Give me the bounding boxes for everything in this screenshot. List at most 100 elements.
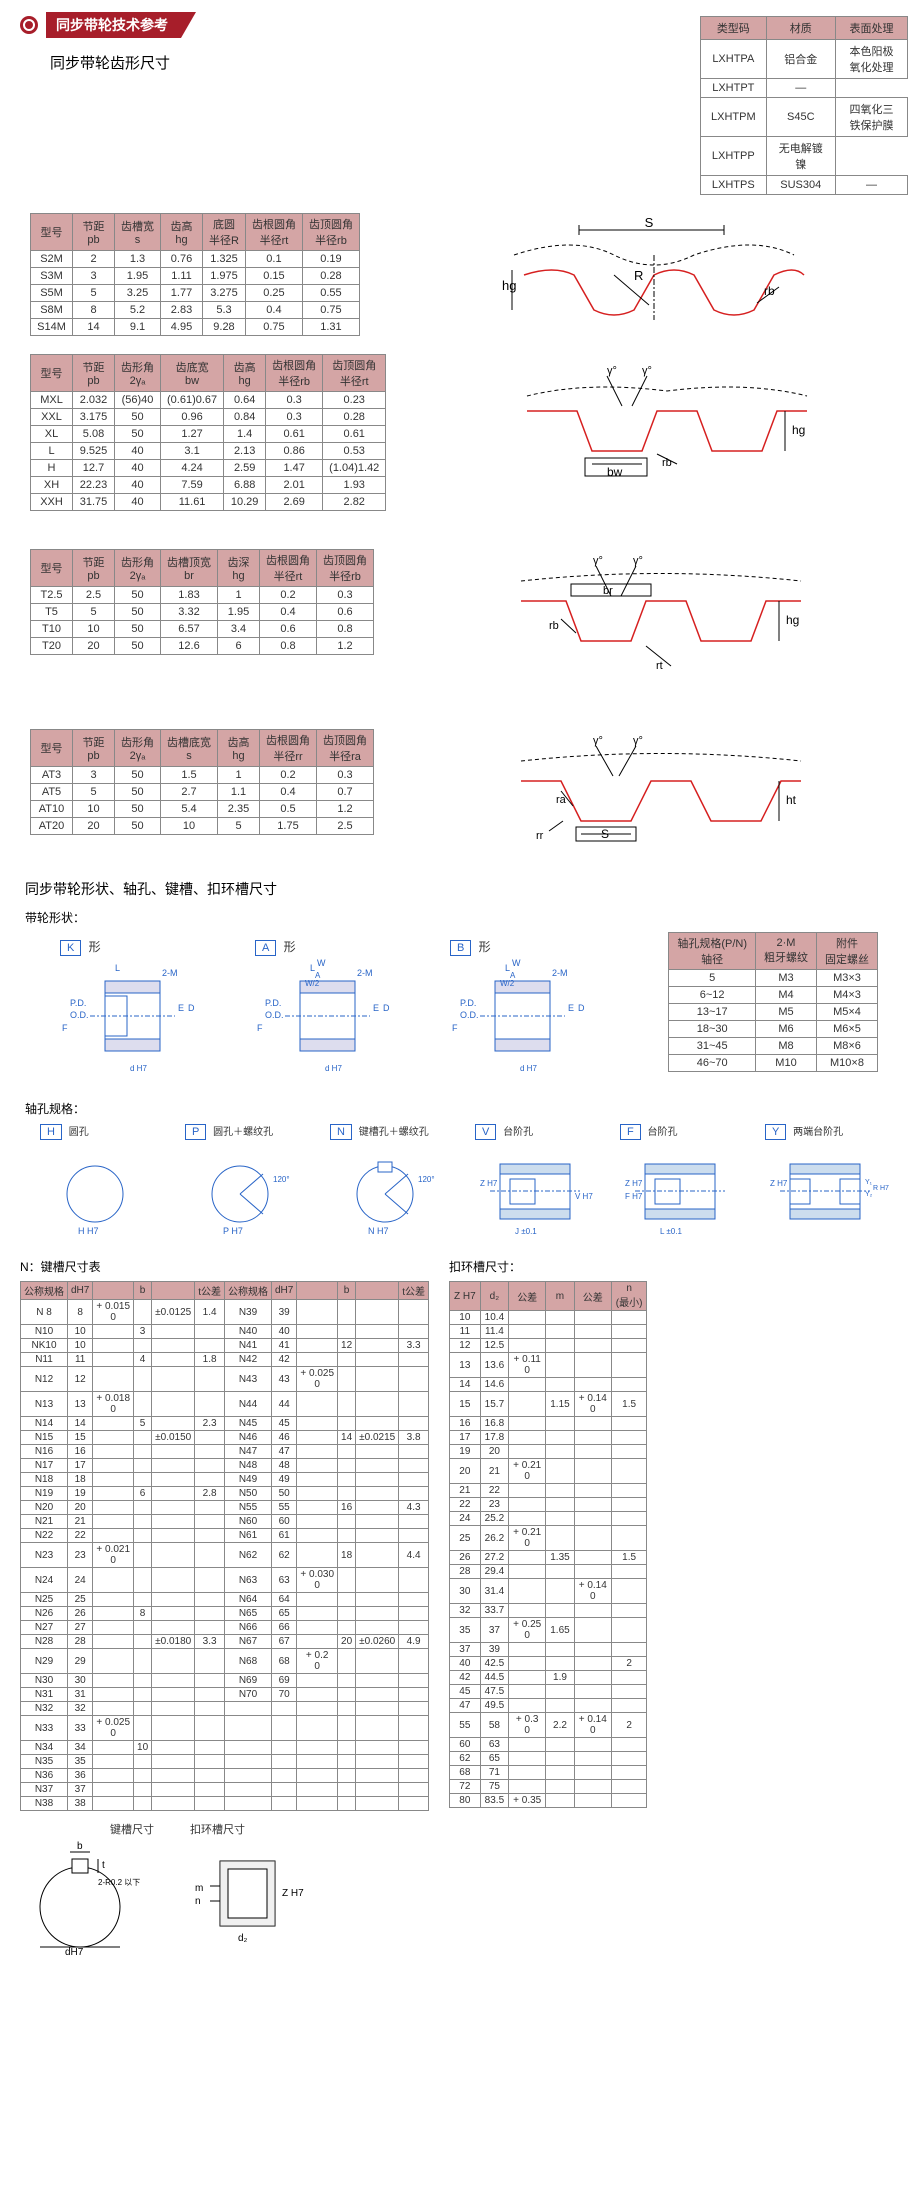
tooth-diagram-2: γ° γ° bw hg rb (426, 356, 908, 486)
table-cell: 5.2 (115, 302, 161, 319)
table-cell: 40 (115, 443, 161, 460)
table-cell: 46~70 (669, 1055, 756, 1072)
table-cell: 0.75 (302, 302, 359, 319)
shape-item: A 形 L 2-M W P.D. O.D. E D F d H7 AW/2 (255, 938, 410, 1086)
table-row: 6~12M4M4×3 (669, 987, 878, 1004)
table-cell: M8 (756, 1038, 817, 1055)
table-cell: T5 (31, 604, 73, 621)
table-cell: S14M (31, 319, 73, 336)
svg-text:N H7: N H7 (368, 1226, 389, 1236)
table-cell: 7.59 (161, 477, 224, 494)
table-cell: T20 (31, 638, 73, 655)
shape-section-label: 带轮形状： (25, 909, 908, 926)
col-header: 2·M 粗牙螺纹 (756, 933, 817, 970)
svg-text:Z H7: Z H7 (770, 1179, 788, 1188)
table-cell: 40 (115, 460, 161, 477)
table-row: 31~45M8M8×6 (669, 1038, 878, 1055)
table-row: 5M3M3×3 (669, 970, 878, 987)
table-cell: 1.47 (266, 460, 323, 477)
table-cell: 2.69 (266, 494, 323, 511)
table-cell: 11.61 (161, 494, 224, 511)
pulley-shape-diagram: L 2-M W P.D. O.D. E D F d H7 AW/2 (450, 956, 605, 1086)
diagram3-label-rb: rb (549, 620, 559, 632)
table-row: S14M149.14.959.280.751.31 (31, 319, 360, 336)
bore-section-label: 轴孔规格： (25, 1100, 908, 1117)
table-cell: (1.04)1.42 (323, 460, 386, 477)
table-row: T20205012.660.81.2 (31, 638, 374, 655)
diagram4-label-s: S (601, 827, 609, 841)
table-cell: 13~17 (669, 1004, 756, 1021)
col-header: 节距 pb (73, 730, 115, 767)
svg-text:Y₂: Y₂ (865, 1191, 873, 1198)
table-cell: 4.95 (161, 319, 203, 336)
table-cell: 0.8 (260, 638, 317, 655)
col-header: 齿形角 2γₐ (115, 355, 161, 392)
axle-table: 轴孔规格(P/N) 轴径2·M 粗牙螺纹附件 固定螺丝 5M3M3×36~12M… (668, 932, 878, 1072)
svg-text:W: W (317, 958, 326, 968)
bore-row: H 圆孔 H H7P 圆孔＋螺纹孔 120° P H7N 键槽孔＋螺纹孔 120… (40, 1123, 908, 1242)
svg-text:O.D.: O.D. (460, 1010, 479, 1020)
table-cell: 1.77 (161, 285, 203, 302)
bore-diagram: H H7 (40, 1144, 165, 1239)
table-cell: 0.25 (245, 285, 302, 302)
col-header: 齿槽底宽 s (161, 730, 218, 767)
table-cell: AT5 (31, 784, 73, 801)
col-header: 齿根圆角 半径rt (260, 550, 317, 587)
svg-text:F: F (452, 1023, 458, 1033)
table-cell: M4 (756, 987, 817, 1004)
table-cell: 0.4 (260, 604, 317, 621)
table-row: S5M53.251.773.2750.250.55 (31, 285, 360, 302)
table-cell: 1 (218, 587, 260, 604)
table-cell: 6~12 (669, 987, 756, 1004)
subtitle: 同步带轮齿形尺寸 (50, 52, 340, 73)
bore-diagram: 120° N H7 (330, 1144, 455, 1239)
diagram4-label-y1: γ° (593, 735, 603, 747)
bore-code: H (40, 1124, 62, 1140)
tooth-diagram-4: γ° γ° S ht ra rr (414, 731, 908, 861)
col-header: 齿深 hg (218, 550, 260, 587)
table-cell: 22.23 (73, 477, 115, 494)
diagram4-label-y2: γ° (633, 735, 643, 747)
svg-text:E: E (373, 1003, 379, 1013)
svg-text:W/2: W/2 (305, 979, 320, 988)
pulley-shape-diagram: L 2-M W P.D. O.D. E D F d H7 AW/2 (255, 956, 410, 1086)
table-cell: 1 (218, 767, 260, 784)
table-cell: 0.5 (260, 801, 317, 818)
key-section-label: N：键槽尺寸表 (20, 1258, 429, 1275)
diagram3-label-y1: γ° (593, 555, 603, 567)
table-row: 46~70M10M10×8 (669, 1055, 878, 1072)
svg-text:V H7: V H7 (575, 1192, 593, 1201)
table-cell: H (31, 460, 73, 477)
col-header: 节距 pb (73, 214, 115, 251)
svg-text:b: b (77, 1841, 83, 1852)
bore-code: V (475, 1124, 496, 1140)
svg-text:120°: 120° (418, 1175, 435, 1184)
table-cell: 50 (115, 587, 161, 604)
svg-text:P H7: P H7 (223, 1226, 243, 1236)
svg-text:2-M: 2-M (162, 968, 178, 978)
key-dim-label: 键槽尺寸 (110, 1821, 160, 1837)
svg-text:R H7: R H7 (873, 1185, 889, 1192)
table-cell: M10 (756, 1055, 817, 1072)
table-cell: 0.28 (323, 409, 386, 426)
table-cell: M4×3 (817, 987, 878, 1004)
table-row: S2M21.30.761.3250.10.19 (31, 251, 360, 268)
bore-code: F (620, 1124, 641, 1140)
col-header: 型号 (31, 550, 73, 587)
svg-text:F: F (62, 1023, 68, 1033)
snap-table: Z H7d₂公差m公差n (最小) 1010.41111.41212.51313… (449, 1281, 647, 1808)
table-cell: 10 (73, 801, 115, 818)
table-cell: 1.31 (302, 319, 359, 336)
svg-text:Z H7: Z H7 (480, 1179, 498, 1188)
svg-text:2-M: 2-M (552, 968, 568, 978)
table-cell: 0.53 (323, 443, 386, 460)
table-cell: 5.4 (161, 801, 218, 818)
svg-text:d H7: d H7 (130, 1064, 147, 1073)
table-cell: 50 (115, 818, 161, 835)
table-row: T2.52.5501.8310.20.3 (31, 587, 374, 604)
table-cell: 1.1 (218, 784, 260, 801)
table-cell: 5.08 (73, 426, 115, 443)
table-cell: T2.5 (31, 587, 73, 604)
col-header: 齿顶圆角 半径rt (323, 355, 386, 392)
table-cell: 5 (218, 818, 260, 835)
